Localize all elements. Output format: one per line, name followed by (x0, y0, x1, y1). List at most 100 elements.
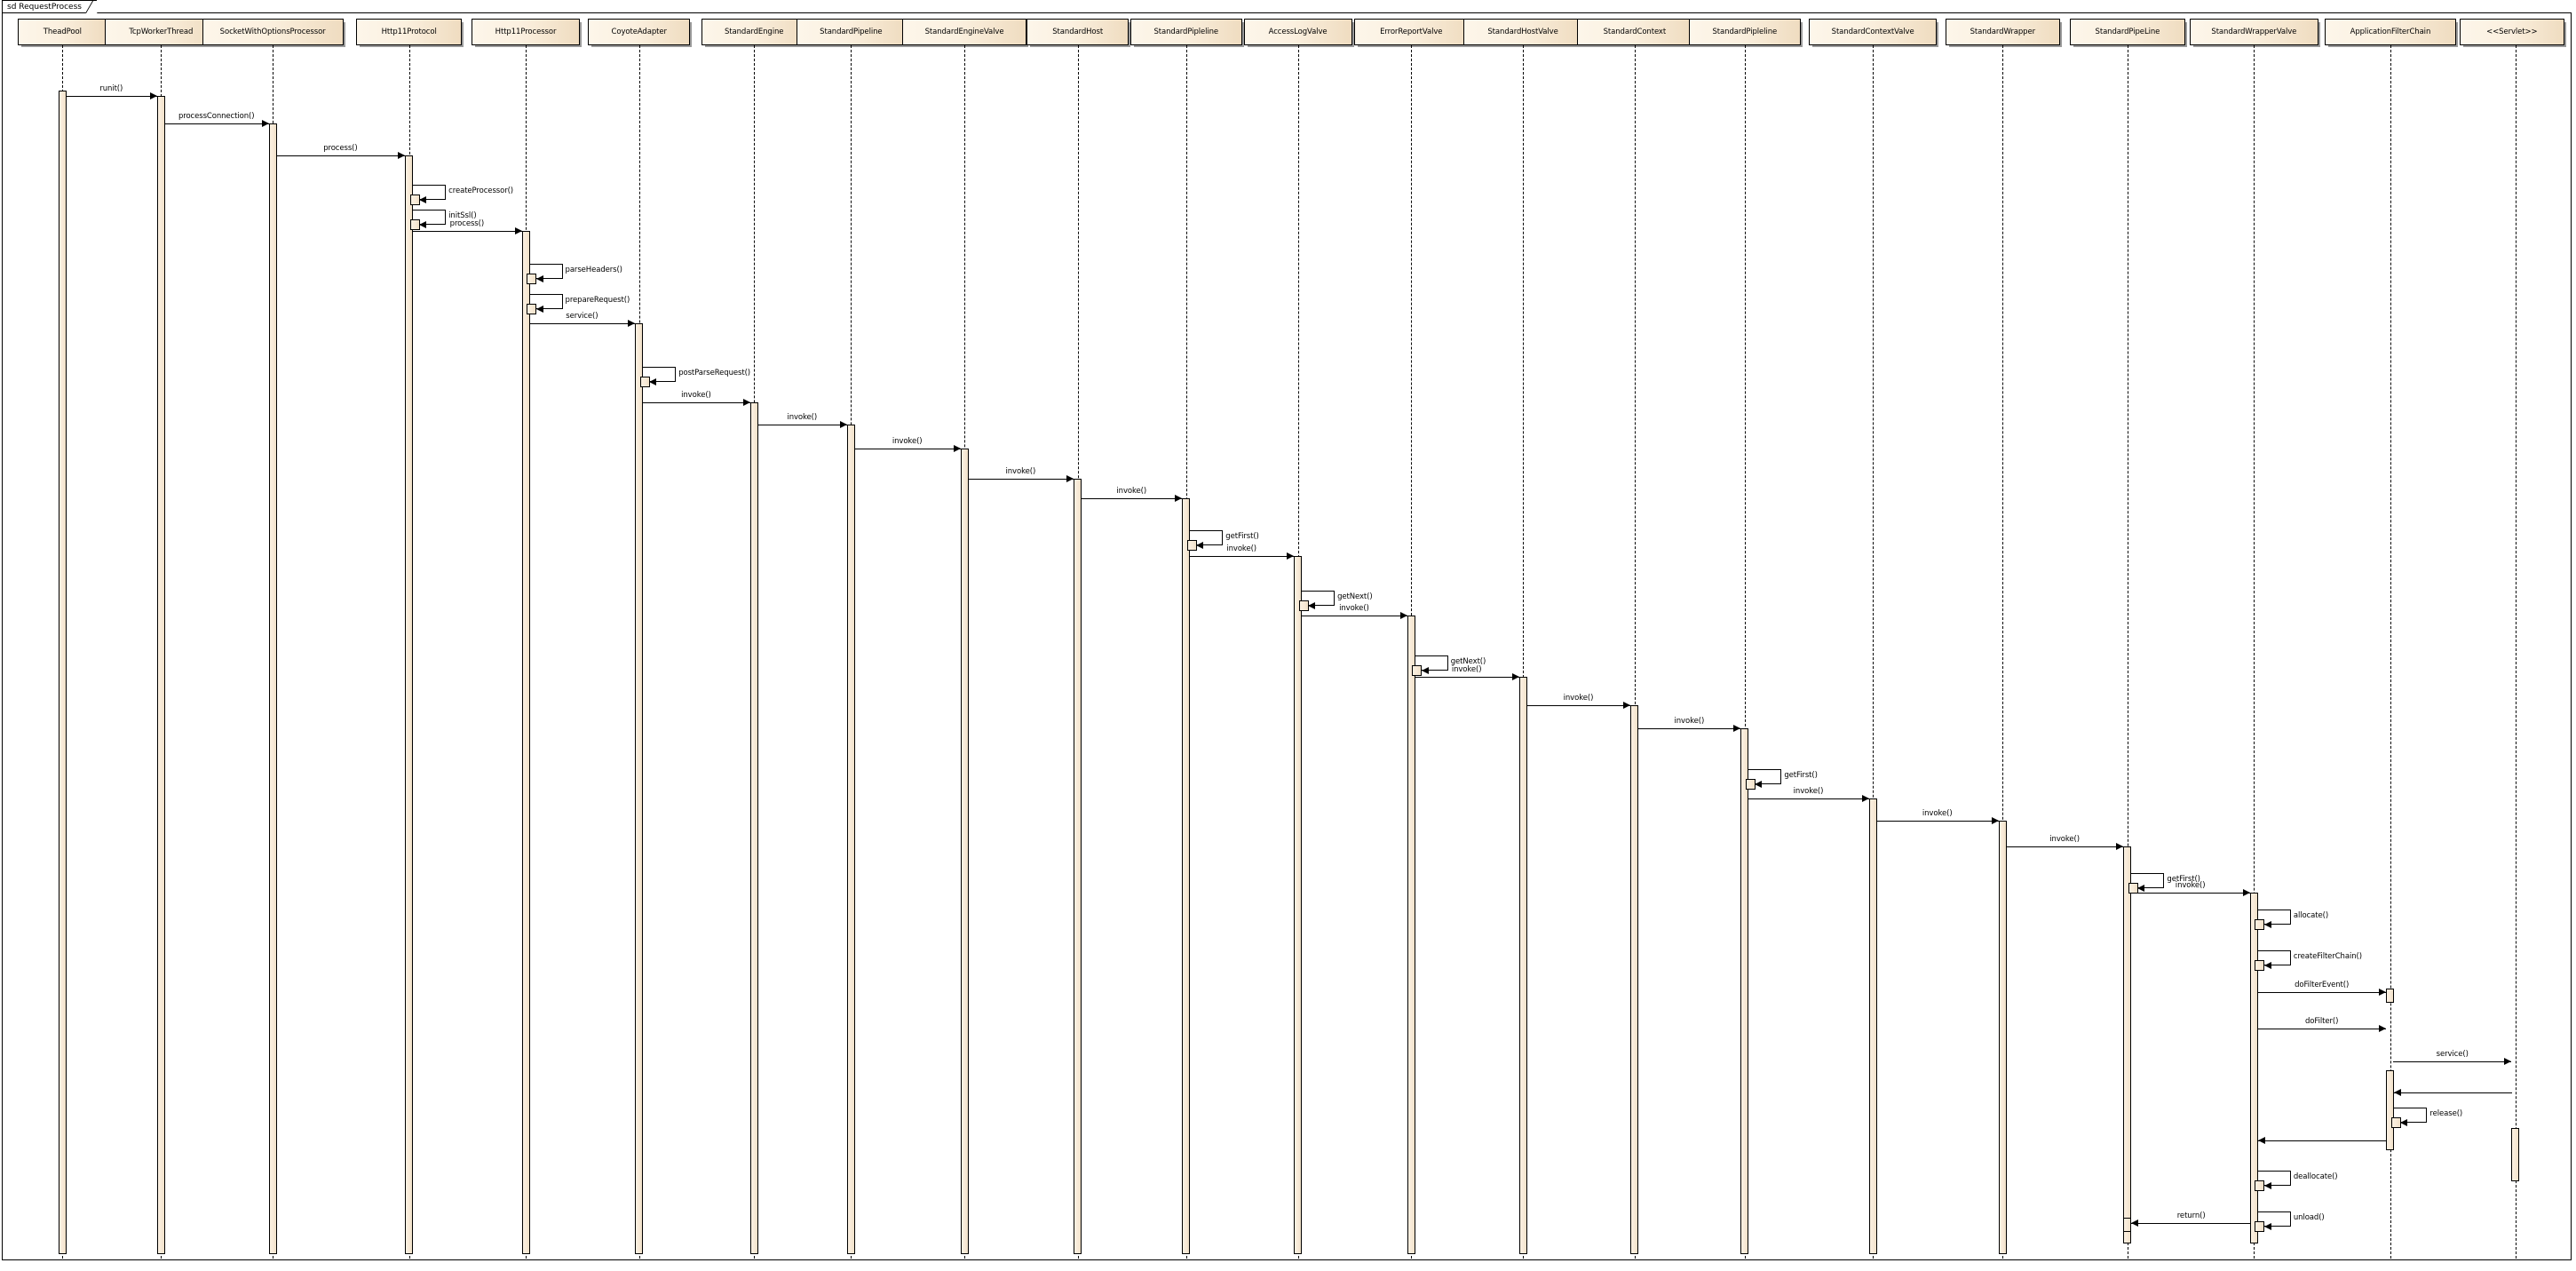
lifeline-label: StandardPipeline (820, 28, 883, 36)
message-label: doFilterEvent() (2295, 980, 2350, 989)
message-arrowhead (535, 305, 543, 313)
message-line (2394, 1092, 2513, 1094)
message-arrowhead (1175, 495, 1183, 503)
self-call-activation (2255, 1180, 2265, 1191)
lifeline-head-stdenginevalve[interactable]: StandardEngineValve (901, 19, 1027, 45)
message-arrowhead (514, 227, 522, 235)
self-call-bracket (2256, 950, 2291, 966)
self-call-activation (409, 195, 420, 206)
self-call-activation (1186, 539, 1197, 551)
lifeline-head-servlet[interactable]: <<Servlet>> (2459, 19, 2565, 45)
activation-bar-tcpworker (156, 95, 165, 1254)
lifeline-head-stdcontextvalve[interactable]: StandardContextValve (1808, 19, 1938, 45)
lifeline-head-threadpool[interactable]: TheadPool (18, 19, 107, 45)
message-arrowhead (2263, 962, 2271, 970)
message-label: invoke() (2175, 881, 2206, 891)
lifeline-head-coyoteadapter[interactable]: CoyoteAdapter (588, 19, 691, 45)
activation-bar-stdhostvalve (1518, 676, 1527, 1254)
message-label: release() (2429, 1109, 2463, 1118)
message-arrowhead (1287, 552, 1295, 560)
message-arrowhead (2116, 843, 2124, 851)
message-label: getFirst() (2167, 875, 2200, 885)
activation-bar-accesslogvalve (1294, 556, 1303, 1254)
lifeline-dash-stdcontextvalve (1873, 45, 1875, 1259)
lifeline-head-stdwrapper[interactable]: StandardWrapper (1945, 19, 2061, 45)
message-line (1748, 798, 1869, 800)
self-call-bracket (1301, 591, 1336, 607)
lifeline-head-stdpipeline1[interactable]: StandardPipeline (797, 19, 906, 45)
message-label: parseHeaders() (565, 266, 622, 275)
activation-stub-appfilterchain (2386, 988, 2395, 1003)
lifeline-head-stdhostvalve[interactable]: StandardHostValve (1463, 19, 1582, 45)
lifeline-label: StandardContextValve (1831, 28, 1914, 36)
message-arrowhead (1421, 666, 1429, 674)
lifeline-label: StandardHost (1052, 28, 1104, 36)
lifeline-label: Http11Processor (495, 28, 557, 36)
lifeline-head-stdpipeline3[interactable]: StandardPipleline (1688, 19, 1801, 45)
activation-bar-stdpipeline1 (846, 424, 855, 1254)
self-call-bracket (642, 366, 677, 382)
message-label: createFilterChain() (2293, 952, 2362, 962)
lifeline-head-stdengine[interactable]: StandardEngine (701, 19, 807, 45)
message-label: runit() (99, 83, 123, 93)
message-label: invoke() (1451, 664, 1482, 674)
message-line (1637, 727, 1741, 729)
lifeline-head-http11processor[interactable]: Http11Processor (471, 19, 581, 45)
message-label: invoke() (892, 437, 923, 447)
message-label: initSsl() (448, 211, 477, 221)
message-label: getFirst() (1225, 531, 1259, 541)
message-arrowhead (2263, 1181, 2271, 1189)
self-call-activation (2390, 1117, 2401, 1128)
self-call-activation (2128, 883, 2138, 894)
activation-bar-stdenginevalve (960, 449, 969, 1254)
lifeline-head-http11protocol[interactable]: Http11Protocol (356, 19, 462, 45)
self-call-bracket (1414, 655, 1448, 671)
message-line (2005, 846, 2124, 848)
lifeline-label: TcpWorkerThread (129, 28, 194, 36)
self-call-bracket (412, 185, 447, 201)
message-arrowhead (1399, 612, 1407, 620)
message-label: invoke() (681, 391, 711, 401)
message-label: getNext() (1337, 592, 1373, 602)
self-call-bracket (2256, 1211, 2291, 1227)
lifeline-head-tcpworker[interactable]: TcpWorkerThread (105, 19, 218, 45)
message-line (2257, 1140, 2388, 1142)
frame-label-text: sd RequestProcess (7, 3, 82, 12)
lifeline-head-stdpipeline2[interactable]: StandardPipleline (1129, 19, 1242, 45)
lifeline-head-accesslogvalve[interactable]: AccessLogValve (1243, 19, 1352, 45)
message-line (275, 155, 406, 156)
lifeline-label: StandardHostValve (1487, 28, 1558, 36)
message-arrowhead (2379, 988, 2387, 996)
lifeline-label: CoyoteAdapter (611, 28, 667, 36)
lifeline-dash-stdpipeline3 (1744, 45, 1746, 1259)
message-arrowhead (535, 275, 543, 283)
lifeline-dash-stdwrappervalve (2254, 45, 2255, 1259)
message-label: return() (2176, 1211, 2206, 1221)
lifeline-head-appfilterchain[interactable]: ApplicationFilterChain (2324, 19, 2456, 45)
activation-bar-appfilterchain (2386, 1070, 2395, 1150)
message-label: invoke() (1563, 693, 1594, 703)
lifeline-head-stdhost[interactable]: StandardHost (1026, 19, 1129, 45)
lifeline-label: <<Servlet>> (2486, 28, 2538, 36)
message-line (1875, 820, 1999, 822)
lifeline-head-stdcontext[interactable]: StandardContext (1577, 19, 1692, 45)
activation-bar-stdcontextvalve (1868, 798, 1877, 1254)
message-line (967, 478, 1074, 480)
message-arrowhead (1991, 816, 1999, 824)
message-arrowhead (2242, 889, 2250, 897)
self-call-activation (2255, 919, 2265, 930)
lifeline-head-stdwrappervalve[interactable]: StandardWrapperValve (2190, 19, 2318, 45)
message-arrowhead (1623, 701, 1631, 709)
activation-bar-coyoteadapter (635, 323, 644, 1254)
activation-bar-stdengine (749, 402, 758, 1254)
message-line (2256, 991, 2387, 993)
lifeline-head-errorreportvalve[interactable]: ErrorReportValve (1353, 19, 1469, 45)
self-call-bracket (2130, 873, 2165, 889)
self-call-bracket (528, 293, 563, 309)
lifeline-head-stdpipeline4[interactable]: StandardPipeLine (2070, 19, 2185, 45)
message-line (2393, 1060, 2512, 1062)
message-label: unload() (2293, 1213, 2325, 1223)
message-arrowhead (2263, 1223, 2271, 1231)
message-arrowhead (1066, 474, 1074, 482)
lifeline-head-socketproc[interactable]: SocketWithOptionsProcessor (202, 19, 344, 45)
